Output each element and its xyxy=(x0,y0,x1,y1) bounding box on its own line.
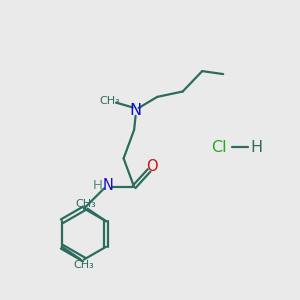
Text: Cl: Cl xyxy=(211,140,227,154)
Text: N: N xyxy=(130,103,142,118)
Text: N: N xyxy=(103,178,113,193)
Text: H: H xyxy=(250,140,262,154)
Text: H: H xyxy=(93,179,103,192)
Text: CH₃: CH₃ xyxy=(76,199,96,209)
Text: O: O xyxy=(146,159,157,174)
Text: CH₃: CH₃ xyxy=(73,260,94,270)
Text: CH₃: CH₃ xyxy=(99,96,120,106)
